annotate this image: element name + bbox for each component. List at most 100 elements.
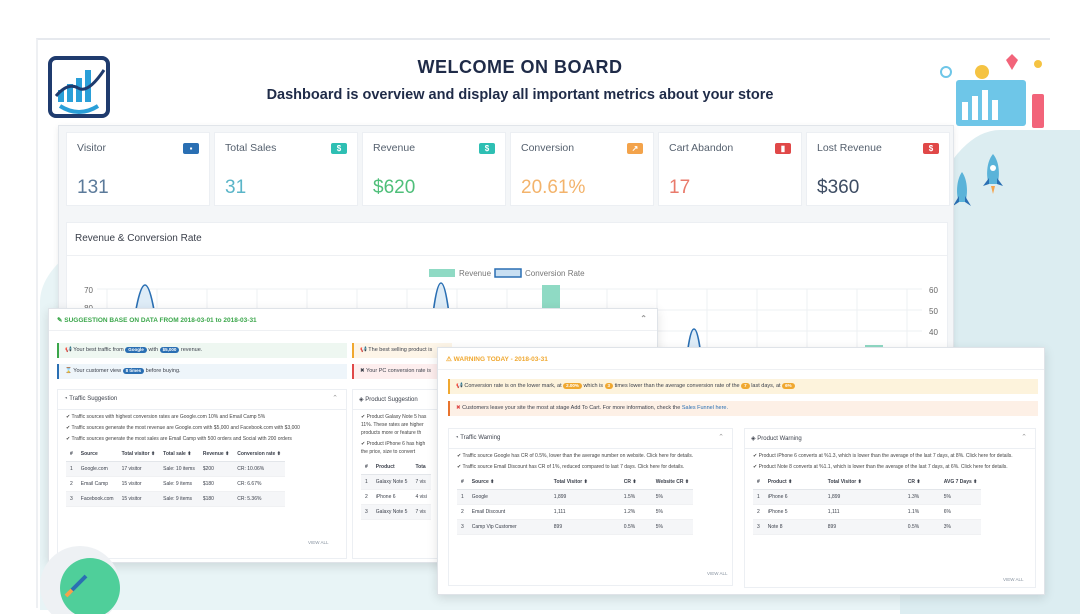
metric-total-sales[interactable]: Total Sales $ 31: [214, 132, 358, 206]
metric-value: 131: [77, 177, 109, 198]
suggestion-title: SUGGESTION BASE ON DATA FROM 2018-03-01 …: [64, 317, 257, 324]
metric-cart-abandon[interactable]: Cart Abandon ▮ 17: [658, 132, 802, 206]
table-cell: 1: [361, 474, 372, 490]
table-cell: Google.com: [76, 461, 118, 477]
table-row[interactable]: 3 Camp Vip Customer 899 0.5% 5%: [457, 519, 694, 535]
traffic-warning-table: # Source ⬍ Total Visitor ⬍ CR ⬍ Website …: [457, 475, 694, 535]
table-row[interactable]: 2 Email Camp 15 visitor Sale: 9 items $180 CR…: [66, 476, 285, 492]
column-header[interactable]: Product: [371, 460, 412, 475]
column-header[interactable]: #: [753, 475, 764, 490]
table-cell: 1: [753, 489, 764, 505]
collapse-chevron-icon[interactable]: ⌃: [332, 395, 338, 402]
metric-lost-revenue[interactable]: Lost Revenue $ $360: [806, 132, 950, 206]
metric-visitor[interactable]: Visitor ▪ 131: [66, 132, 210, 206]
table-row[interactable]: 3 Note 8 899 0.5% 3%: [753, 519, 982, 535]
revenue-pill: $5,000: [159, 347, 180, 353]
column-header[interactable]: Website CR ⬍: [651, 475, 694, 490]
table-cell: 3: [753, 519, 764, 535]
table-row[interactable]: 3 Facebook.com 15 visitor Sale: 9 items $180…: [66, 491, 285, 507]
collapse-chevron-icon[interactable]: ⌃: [718, 434, 724, 441]
bullet: ✔ Product Note 8 converts at %1.1, which…: [753, 464, 1008, 470]
column-header[interactable]: Conversion rate ⬍: [233, 447, 285, 462]
column-header[interactable]: Total Visitor ⬍: [549, 475, 620, 490]
table-cell: 17 visitor: [117, 461, 160, 477]
warning-header: ⚠ WARNING TODAY - 2018-03-31: [438, 348, 1044, 370]
collapse-chevron-icon[interactable]: ⌃: [640, 314, 647, 323]
table-cell: 7 vis: [411, 504, 431, 520]
warning-panel: ⚠ WARNING TODAY - 2018-03-31 📢 Conversio…: [437, 347, 1045, 595]
shuffle-icon: ✖: [360, 368, 365, 374]
bullet: ✔ Product iPhone 6 converts at %1.3, whi…: [753, 453, 1013, 459]
table-cell: 1: [66, 461, 77, 477]
bullet: the price, size to convert: [361, 449, 416, 455]
column-header[interactable]: Source: [76, 447, 118, 462]
table-cell: Email Camp: [76, 476, 118, 492]
dollar-icon: $: [923, 143, 939, 154]
collapse-chevron-icon[interactable]: ⌃: [1021, 434, 1027, 441]
column-header[interactable]: Product ⬍: [763, 475, 824, 490]
metric-value: 17: [669, 177, 691, 198]
column-header[interactable]: Revenue ⬍: [198, 447, 234, 462]
column-header[interactable]: CR ⬍: [619, 475, 652, 490]
table-cell: 2: [457, 504, 468, 520]
table-cell: 0.5%: [619, 519, 652, 535]
table-cell: CR: 5.36%: [233, 491, 285, 507]
column-header[interactable]: Total sale ⬍: [159, 447, 199, 462]
page-subtitle: Dashboard is overview and display all im…: [266, 87, 774, 103]
table-row[interactable]: 1 Google 1,899 1.5% 5%: [457, 489, 694, 505]
times-pill: 8 times: [122, 368, 145, 374]
table-cell: 1.3%: [903, 489, 940, 505]
traffic-suggestion-table: # Source Total visitor ⬍ Total sale ⬍ Re…: [66, 447, 285, 507]
right-tick: 50: [929, 307, 938, 316]
pencil-icon: ✎: [57, 317, 65, 324]
sales-funnel-link[interactable]: Sales Funnel here.: [681, 405, 729, 411]
metric-label: Revenue: [373, 142, 416, 154]
column-header[interactable]: Total visitor ⬍: [117, 447, 160, 462]
dollar-icon: $: [331, 143, 347, 154]
table-row[interactable]: 1 iPhone 6 1,899 1.3% 5%: [753, 489, 982, 505]
product-warning-table: # Product ⬍ Total Visitor ⬍ CR ⬍ AVG 7 D…: [753, 475, 982, 535]
sort-icon: ⬍: [583, 479, 588, 485]
table-cell: 5%: [939, 489, 982, 505]
sort-icon: ⬍: [632, 479, 637, 485]
view-all-link[interactable]: VIEW ALL: [1003, 577, 1024, 582]
sort-icon: ⬍: [490, 479, 495, 485]
table-cell: 3: [66, 491, 77, 507]
right-tick: 60: [929, 286, 938, 295]
chart-icon: ◔: [64, 396, 70, 402]
column-header[interactable]: CR ⬍: [903, 475, 940, 490]
table-cell: 0.5%: [903, 519, 940, 535]
store-analytics-logo: [48, 56, 110, 118]
table-row[interactable]: 1 Google.com 17 visitor Sale: 10 items $200 C…: [66, 461, 285, 477]
bar-icon: ▮: [775, 143, 791, 154]
table-row[interactable]: 2 Email Discount 1,111 1.2% 5%: [457, 504, 694, 520]
table-row[interactable]: 2 iPhone 5 1,111 1.1% 6%: [753, 504, 982, 520]
column-header[interactable]: AVG 7 Days ⬍: [939, 475, 982, 490]
funnel-warning-alert: ✖ Customers leave your site the most at …: [448, 401, 1038, 416]
column-header[interactable]: #: [361, 460, 372, 475]
metric-value: $620: [373, 177, 416, 198]
column-header[interactable]: #: [66, 447, 77, 462]
shuffle-icon: ✖: [456, 405, 461, 411]
days-pill: 7: [741, 383, 750, 389]
metric-conversion[interactable]: Conversion ↗ 20.61%: [510, 132, 654, 206]
view-all-link[interactable]: VIEW ALL: [308, 540, 329, 545]
column-header[interactable]: Tota: [411, 460, 431, 475]
metric-value: 31: [225, 177, 247, 198]
view-all-link[interactable]: VIEW ALL: [707, 571, 728, 576]
column-header[interactable]: Source ⬍: [467, 475, 550, 490]
column-header[interactable]: Total Visitor ⬍: [823, 475, 904, 490]
metrics-row: Visitor ▪ 131 Total Sales $ 31 Revenue $…: [66, 132, 950, 206]
bullet: ✔ Traffic source Google has CR of 0.5%, …: [457, 453, 694, 459]
planet-rocket-icon: [40, 546, 120, 614]
metric-value: $360: [817, 177, 860, 198]
bullet: ✔ Traffic sources generate the most sale…: [66, 436, 292, 442]
cube-icon: ◈: [751, 436, 758, 442]
column-header[interactable]: #: [457, 475, 468, 490]
sort-icon: ⬍: [857, 479, 862, 485]
metric-revenue[interactable]: Revenue $ $620: [362, 132, 506, 206]
customer-view-alert: ⌛ Your customer view 8 times before buyi…: [57, 364, 347, 379]
